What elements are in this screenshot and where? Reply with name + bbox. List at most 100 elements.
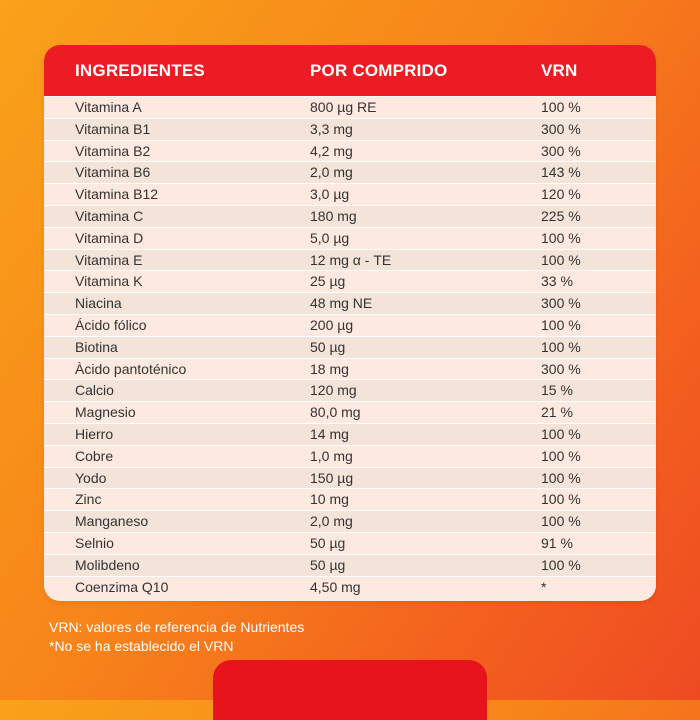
amount-per-tablet: 2,0 mg: [310, 164, 353, 181]
vrn-value: 100 %: [541, 447, 581, 464]
table-row: Ácido fólico 200 µg 100 %: [44, 313, 656, 336]
amount-per-tablet: 4,2 mg: [310, 142, 353, 159]
vrn-value: 300 %: [541, 295, 581, 312]
vrn-value: 100 %: [541, 316, 581, 333]
vrn-value: 300 %: [541, 120, 581, 137]
vrn-value: *: [541, 578, 547, 595]
amount-per-tablet: 12 mg α - TE: [310, 251, 392, 268]
vrn-value: 15 %: [541, 382, 573, 399]
amount-per-tablet: 3,0 µg: [310, 186, 350, 203]
table-row: Zinc 10 mg 100 %: [44, 488, 656, 511]
amount-per-tablet: 80,0 mg: [310, 404, 361, 421]
ingredient-name: Vitamina B2: [75, 142, 151, 159]
ingredient-name: Cobre: [75, 447, 114, 464]
table-body: Vitamina A 800 µg RE 100 % Vitamina B1 3,3 m…: [44, 96, 656, 598]
nutrition-table: INGREDIENTES POR COMPRIDO VRN Vitamina A…: [44, 45, 656, 601]
amount-per-tablet: 48 mg NE: [310, 295, 373, 312]
ingredient-name: Zinc: [75, 491, 102, 508]
footnote-vrn-definition: VRN: valores de referencia de Nutrientes: [49, 619, 305, 635]
footnote-vrn-not-established: *No se ha establecido el VRN: [49, 638, 234, 654]
table-row: Calcio 120 mg 15 %: [44, 379, 656, 402]
amount-per-tablet: 50 µg: [310, 338, 346, 355]
vrn-value: 100 %: [541, 491, 581, 508]
bottom-tab: [213, 660, 487, 720]
ingredient-name: Selnio: [75, 534, 114, 551]
ingredient-name: Calcio: [75, 382, 114, 399]
vrn-value: 120 %: [541, 186, 581, 203]
ingredient-name: Niacina: [75, 295, 122, 312]
table-row: Yodo 150 µg 100 %: [44, 466, 656, 489]
ingredient-name: Biotina: [75, 338, 118, 355]
amount-per-tablet: 4,50 mg: [310, 578, 361, 595]
ingredient-name: Manganeso: [75, 513, 149, 530]
header-ingredients: INGREDIENTES: [75, 60, 205, 80]
table-row: Vitamina B2 4,2 mg 300 %: [44, 139, 656, 162]
vrn-value: 100 %: [541, 338, 581, 355]
amount-per-tablet: 14 mg: [310, 425, 349, 442]
amount-per-tablet: 25 µg: [310, 273, 346, 290]
amount-per-tablet: 18 mg: [310, 360, 349, 377]
ingredient-name: Vitamina K: [75, 273, 143, 290]
ingredient-name: Vitamina A: [75, 99, 142, 115]
ingredient-name: Àcido pantoténico: [75, 360, 187, 377]
table-row: Vitamina K 25 µg 33 %: [44, 270, 656, 293]
table-row: Hierro 14 mg 100 %: [44, 422, 656, 445]
vrn-value: 300 %: [541, 142, 581, 159]
vrn-value: 21 %: [541, 404, 573, 421]
amount-per-tablet: 5,0 µg: [310, 229, 350, 246]
table-row: Vitamina D 5,0 µg 100 %: [44, 226, 656, 249]
ingredient-name: Magnesio: [75, 404, 136, 421]
amount-per-tablet: 10 mg: [310, 491, 349, 508]
vrn-value: 100 %: [541, 469, 581, 486]
vrn-value: 100 %: [541, 556, 581, 573]
table-row: Coenzima Q10 4,50 mg *: [44, 575, 656, 598]
table-row: Molibdeno 50 µg 100 %: [44, 553, 656, 576]
footnotes: VRN: valores de referencia de Nutrientes…: [49, 618, 304, 656]
table-row: Àcido pantoténico 18 mg 300 %: [44, 357, 656, 380]
ingredient-name: Vitamina B12: [75, 186, 159, 203]
vrn-value: 143 %: [541, 164, 581, 181]
ingredient-name: Vitamina D: [75, 229, 144, 246]
table-header: INGREDIENTES POR COMPRIDO VRN: [44, 45, 656, 96]
header-per-tablet: POR COMPRIDO: [310, 60, 448, 80]
vrn-value: 91 %: [541, 534, 573, 551]
ingredient-name: Vitamina E: [75, 251, 143, 268]
table-row: Selnio 50 µg 91 %: [44, 531, 656, 554]
ingredient-name: Vitamina B6: [75, 164, 151, 181]
vrn-value: 225 %: [541, 207, 581, 224]
table-row: Magnesio 80,0 mg 21 %: [44, 401, 656, 423]
amount-per-tablet: 50 µg: [310, 556, 346, 573]
vrn-value: 100 %: [541, 513, 581, 530]
ingredient-name: Yodo: [75, 469, 107, 486]
amount-per-tablet: 3,3 mg: [310, 120, 353, 137]
ingredient-name: Ácido fólico: [75, 316, 147, 333]
amount-per-tablet: 800 µg RE: [310, 99, 377, 115]
vrn-value: 100 %: [541, 425, 581, 442]
table-row: Cobre 1,0 mg 100 %: [44, 444, 656, 467]
amount-per-tablet: 50 µg: [310, 534, 346, 551]
amount-per-tablet: 180 mg: [310, 207, 357, 224]
table-row: Biotina 50 µg 100 %: [44, 335, 656, 358]
amount-per-tablet: 200 µg: [310, 316, 354, 333]
vrn-value: 33 %: [541, 273, 573, 290]
ingredient-name: Vitamina B1: [75, 120, 151, 137]
ingredient-name: Molibdeno: [75, 556, 140, 573]
vrn-value: 300 %: [541, 360, 581, 377]
table-row: Vitamina B12 3,0 µg 120 %: [44, 183, 656, 205]
amount-per-tablet: 1,0 mg: [310, 447, 353, 464]
ingredient-name: Hierro: [75, 425, 114, 442]
amount-per-tablet: 150 µg: [310, 469, 354, 486]
table-row: Vitamina B1 3,3 mg 300 %: [44, 117, 656, 140]
table-row: Vitamina E 12 mg α - TE 100 %: [44, 248, 656, 271]
table-row: Niacina 48 mg NE 300 %: [44, 292, 656, 314]
ingredient-name: Coenzima Q10: [75, 578, 169, 595]
vrn-value: 100 %: [541, 99, 581, 115]
table-row: Vitamina A 800 µg RE 100 %: [44, 96, 656, 118]
vrn-value: 100 %: [541, 229, 581, 246]
header-vrn: VRN: [541, 60, 578, 80]
table-row: Vitamina B6 2,0 mg 143 %: [44, 161, 656, 184]
ingredient-name: Vitamina C: [75, 207, 144, 224]
table-row: Vitamina C 180 mg 225 %: [44, 204, 656, 227]
amount-per-tablet: 2,0 mg: [310, 513, 353, 530]
vrn-value: 100 %: [541, 251, 581, 268]
